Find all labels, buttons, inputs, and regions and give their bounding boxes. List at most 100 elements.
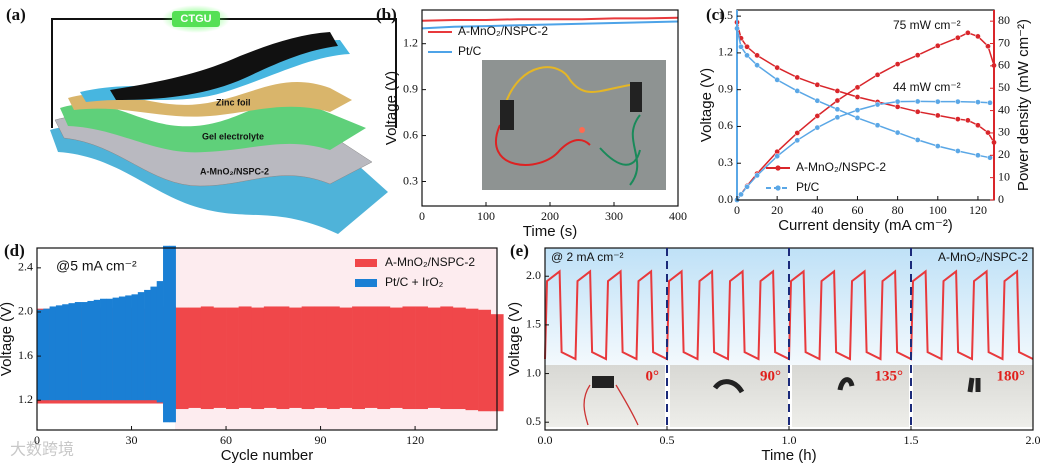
cycle-range [68,303,76,401]
cycle-range [43,308,50,401]
device-label: CTGU [180,13,211,25]
x-tick-label: 2.0 [1026,433,1040,447]
voltage-point [738,43,744,50]
x-tick-label: 60 [220,433,232,447]
x-tick-label: 120 [406,433,424,447]
power-point [934,98,941,105]
voltage-point [834,106,841,113]
y2-tick-label: 0 [998,192,1004,206]
power-point [854,107,861,113]
power-point [965,29,971,36]
x-axis-title: Time (h) [761,447,816,464]
annotation: 44 mW cm⁻² [893,80,961,94]
cycle-range [263,306,277,408]
cycle-range [106,298,113,401]
cycle-range [131,294,139,401]
cycle-range [55,305,63,401]
voltage-point [834,88,841,94]
cycle-range [326,306,340,410]
angle-label: 0° [646,368,660,384]
cycle-range [440,306,454,410]
voltage-point [934,143,941,149]
legend-label: A-MnO₂/NSPC-2 [458,24,548,38]
voltage-point [774,64,781,71]
voltage-point [914,108,921,115]
legend-label: Pt/C + IrO₂ [385,275,444,289]
cycle-range [377,306,391,410]
cycle-range [144,289,151,401]
y2-tick-label: 50 [998,80,1010,94]
cycle-range [81,302,88,401]
x-axis-title: Current density (mA cm⁻²) [778,217,953,234]
voltage-point [934,112,941,119]
layer-label: Zinc foil [216,97,251,107]
angle-label: 180° [997,368,1026,384]
y2-tick-label: 40 [998,102,1010,116]
annotation: @ 2 mA cm⁻² [551,250,624,264]
power-point [914,98,921,105]
power-point [814,113,821,119]
x-tick-label: 100 [929,203,947,217]
cycle-range [175,307,189,410]
photo [670,365,788,427]
cycle-range [163,245,170,423]
wire [504,66,631,106]
y-tick-label: 2.4 [18,260,33,274]
y-tick-label: 2.0 [18,304,33,318]
power-point [834,97,841,104]
power-point [987,99,993,106]
cycle-range [314,306,328,408]
y2-tick-label: 70 [998,35,1010,49]
legend-marker [775,185,781,191]
cycle-range [251,307,265,410]
watermark: 大数跨境 [10,440,74,459]
voltage-point [975,122,981,129]
voltage-point [794,88,801,94]
y-tick-label: 1.2 [718,45,733,59]
device-photo [712,379,745,394]
x-tick-label: 1.0 [782,433,797,447]
cycle-range [339,307,353,408]
cycle-range [74,302,82,401]
power-point [794,137,801,144]
power-point [738,191,744,198]
cycle-range [352,306,365,410]
power-point [985,43,991,50]
led-light [579,127,585,133]
voltage-point [814,81,821,88]
cycle-range [364,306,378,408]
x-tick-label: 60 [851,203,863,217]
cycle-range [238,306,252,408]
voltage-point [965,117,971,124]
panel-label: (a) [6,5,26,24]
voltage-point [814,97,821,104]
y-tick-label: 2.0 [526,268,541,282]
x-tick-label: 0.5 [660,433,675,447]
device-photo [837,377,855,391]
y2-tick-label: 20 [998,147,1010,161]
photo [913,365,1033,427]
power-point [894,98,901,105]
y2-tick-label: 60 [998,58,1010,72]
photo [792,365,909,427]
y-axis-title: Voltage (V) [383,71,400,145]
cycle-range [49,306,57,401]
cycle-range [156,281,164,403]
x-tick-label: 400 [669,209,687,223]
power-point [874,71,881,78]
cycle-range [125,295,132,401]
power-point [794,130,801,136]
legend-label: A-MnO₂/NSPC-2 [796,160,886,174]
cycle-range [87,300,95,401]
cycle-range [452,307,466,410]
power-point [894,61,901,67]
voltage-point [874,122,881,129]
data-line [421,16,679,22]
annotation: @5 mA cm⁻² [56,258,137,274]
power-curve [736,100,991,201]
y-tick-label: 1.0 [526,365,541,379]
electrolyte-layer [60,100,366,153]
y-axis-title: Voltage (V) [0,302,15,376]
legend-label: Pt/C [796,180,820,194]
x-axis-title: Time (s) [523,223,577,240]
